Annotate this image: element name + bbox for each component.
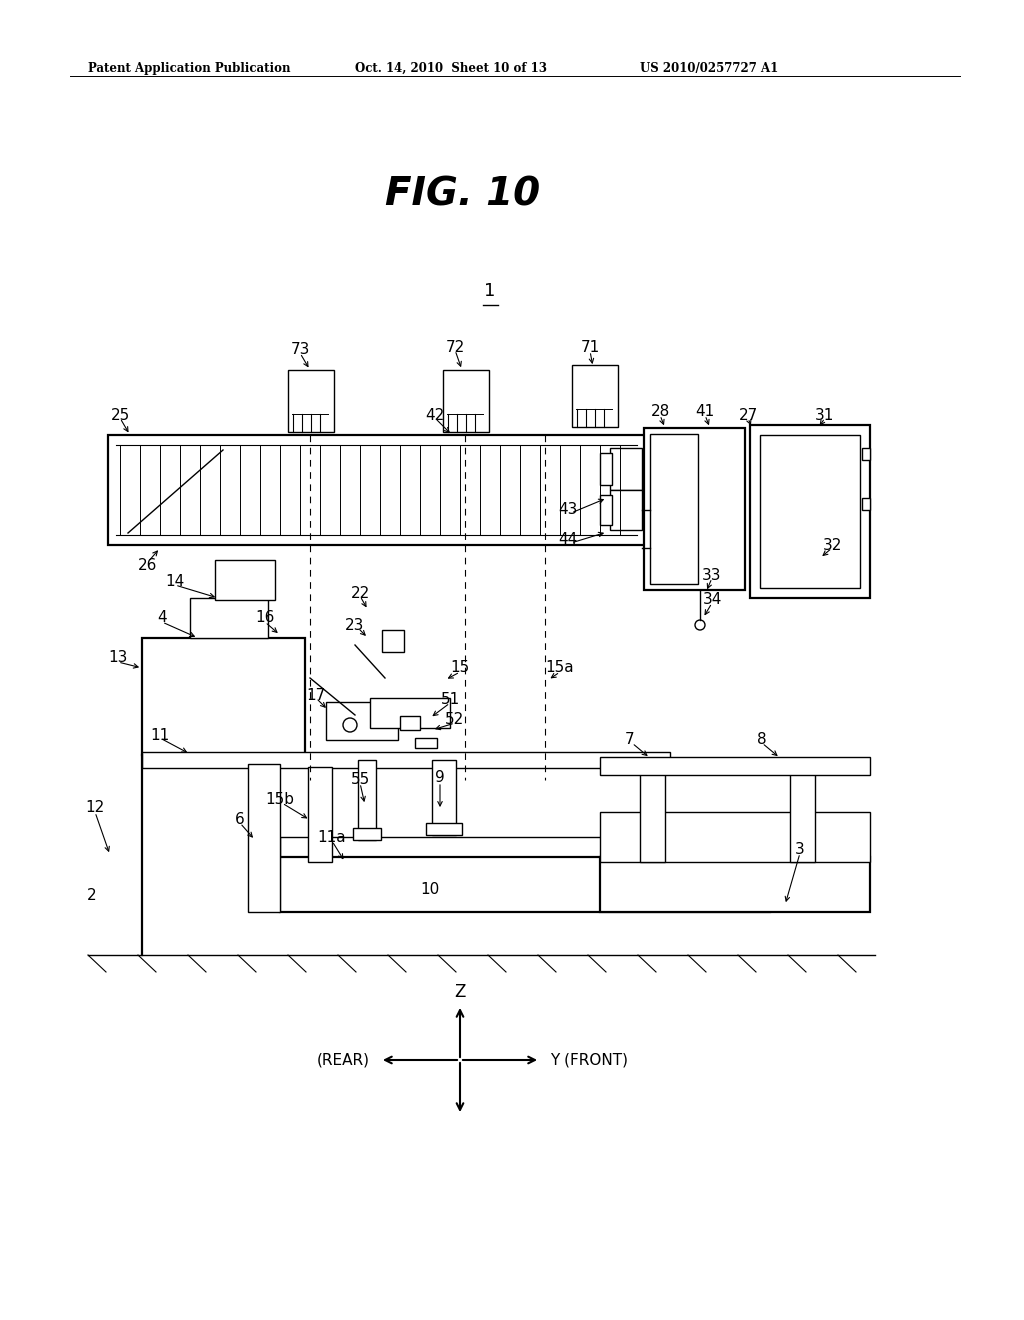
Bar [600,453,612,484]
Bar [308,767,332,862]
Text: 22: 22 [350,586,370,601]
Text: Y (FRONT): Y (FRONT) [550,1052,628,1068]
Bar [353,828,381,840]
Text: 23: 23 [345,618,365,632]
Bar [600,812,870,862]
Bar [610,490,642,531]
Circle shape [343,718,357,733]
Text: 52: 52 [445,713,465,727]
Text: 32: 32 [822,537,842,553]
Bar [862,447,870,459]
Text: 51: 51 [440,693,460,708]
Bar [190,598,268,638]
Text: 14: 14 [165,574,184,590]
Text: 17: 17 [306,688,326,702]
Bar [760,436,860,587]
Text: (REAR): (REAR) [317,1052,370,1068]
Bar [142,752,670,768]
Bar [280,857,770,912]
Bar [108,436,645,545]
Bar [572,366,618,426]
Bar [358,760,376,840]
Text: FIG. 10: FIG. 10 [385,176,540,213]
Bar [432,760,456,836]
Text: 11: 11 [151,727,170,742]
Bar [790,772,815,862]
Text: 55: 55 [350,772,370,788]
Text: 16: 16 [255,610,274,626]
Bar [215,560,275,601]
Circle shape [695,620,705,630]
Text: 3: 3 [795,842,805,858]
Text: 10: 10 [421,883,439,898]
Text: 7: 7 [626,733,635,747]
Text: 42: 42 [425,408,444,422]
Text: Patent Application Publication: Patent Application Publication [88,62,291,75]
Bar [750,425,870,598]
Bar [443,370,489,432]
Text: 2: 2 [87,887,97,903]
Bar [280,837,710,862]
Bar [862,498,870,510]
Bar [600,756,870,775]
Text: 12: 12 [85,800,104,816]
Text: 9: 9 [435,771,444,785]
Bar [640,772,665,862]
Text: 72: 72 [445,339,465,355]
Bar [610,447,642,490]
Text: 26: 26 [138,557,158,573]
Text: 25: 25 [111,408,130,422]
Text: 27: 27 [738,408,758,422]
Text: Oct. 14, 2010  Sheet 10 of 13: Oct. 14, 2010 Sheet 10 of 13 [355,62,547,75]
Bar [600,495,612,525]
Bar [400,715,420,730]
Text: 71: 71 [581,341,600,355]
Text: 41: 41 [695,404,715,420]
Text: 4: 4 [158,610,167,626]
Bar [326,702,398,741]
Text: 28: 28 [650,404,670,420]
Text: 11a: 11a [317,830,346,846]
Bar [650,434,698,583]
Text: 15b: 15b [265,792,295,808]
Text: 1: 1 [484,282,496,300]
Text: 6: 6 [236,813,245,828]
Bar [426,822,462,836]
Text: 33: 33 [702,568,722,582]
Text: 8: 8 [757,733,767,747]
Text: US 2010/0257727 A1: US 2010/0257727 A1 [640,62,778,75]
Bar [644,428,745,590]
Text: 34: 34 [702,593,722,607]
Text: 44: 44 [558,532,578,548]
Text: 15: 15 [451,660,470,676]
Text: Z: Z [455,983,466,1001]
Text: 31: 31 [815,408,835,422]
Text: 15a: 15a [546,660,574,676]
Bar [600,857,870,912]
Text: 13: 13 [109,651,128,665]
Text: 73: 73 [291,342,309,358]
Bar [288,370,334,432]
Bar [248,764,280,912]
Bar [142,638,305,755]
Bar [415,738,437,748]
Bar [382,630,404,652]
Text: 43: 43 [558,503,578,517]
Bar [370,698,450,729]
